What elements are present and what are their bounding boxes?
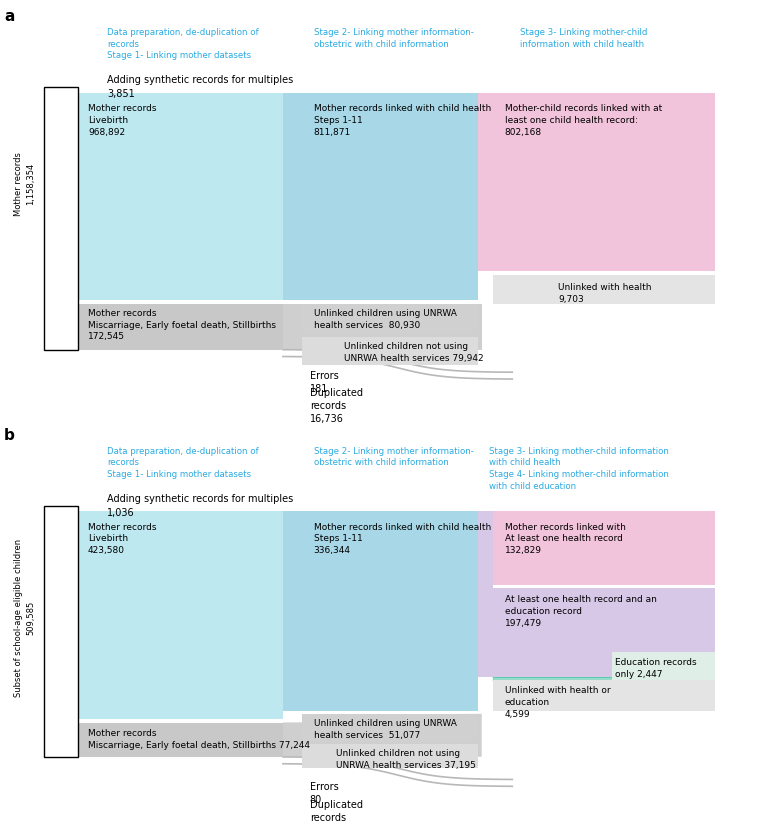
Text: Unlinked children not using
UNRWA health services 79,942: Unlinked children not using UNRWA health… — [344, 342, 484, 363]
Text: At least one health record and an
education record
197,479: At least one health record and an educat… — [505, 595, 657, 628]
Bar — [493, 275, 715, 304]
Text: Stage 2- Linking mother information-
obstetric with child information: Stage 2- Linking mother information- obs… — [314, 447, 473, 467]
Bar — [302, 511, 478, 711]
Text: Mother-child records linked with at
least one child health record:
802,168: Mother-child records linked with at leas… — [505, 104, 662, 137]
Text: Adding synthetic records for multiples
1,036: Adding synthetic records for multiples 1… — [107, 494, 293, 518]
Bar — [493, 588, 715, 677]
Text: a: a — [4, 9, 14, 24]
Polygon shape — [283, 92, 302, 300]
Bar — [612, 652, 715, 680]
Polygon shape — [478, 92, 493, 271]
Text: Mother records linked with child health
Steps 1-11
811,871: Mother records linked with child health … — [314, 104, 491, 137]
Text: Unlinked with health
9,703: Unlinked with health 9,703 — [558, 283, 651, 304]
Text: Duplicated
records
8,681: Duplicated records 8,681 — [310, 800, 363, 824]
Bar — [493, 511, 715, 586]
Text: Mother records
Livebirth
423,580: Mother records Livebirth 423,580 — [88, 522, 157, 555]
Bar — [302, 92, 478, 300]
Polygon shape — [478, 511, 493, 677]
Text: Stage 2- Linking mother information-
obstetric with child information: Stage 2- Linking mother information- obs… — [314, 28, 473, 49]
Text: Data preparation, de-duplication of
records
Stage 1- Linking mother datasets: Data preparation, de-duplication of reco… — [107, 28, 259, 60]
Text: Mother records linked with child health
Steps 1-11
336,344: Mother records linked with child health … — [314, 522, 491, 555]
Text: Mother records linked with
At least one health record
132,829: Mother records linked with At least one … — [505, 522, 626, 555]
Text: Mother records
Livebirth
968,892: Mother records Livebirth 968,892 — [88, 104, 157, 137]
Text: Education records
only 2,447: Education records only 2,447 — [615, 658, 697, 679]
Text: Unlinked children using UNRWA
health services  80,930: Unlinked children using UNRWA health ser… — [314, 309, 456, 330]
Text: Adding synthetic records for multiples
3,851: Adding synthetic records for multiples 3… — [107, 76, 293, 100]
Text: Unlinked children using UNRWA
health services  51,077: Unlinked children using UNRWA health ser… — [314, 719, 456, 739]
Text: Stage 3- Linking mother-child
information with child health: Stage 3- Linking mother-child informatio… — [520, 28, 647, 49]
Bar — [302, 744, 478, 768]
Bar — [302, 714, 478, 742]
Bar — [76, 92, 283, 300]
Bar — [493, 680, 715, 711]
Bar — [76, 304, 283, 349]
Bar — [493, 92, 715, 271]
Polygon shape — [283, 304, 482, 349]
Text: Duplicated
records
16,736: Duplicated records 16,736 — [310, 387, 363, 424]
Text: Mother records
Miscarriage, Early foetal death, Stillbirths
172,545: Mother records Miscarriage, Early foetal… — [88, 309, 276, 341]
Bar — [76, 511, 283, 719]
Polygon shape — [283, 714, 482, 756]
Text: Errors
80: Errors 80 — [310, 781, 339, 805]
Text: b: b — [4, 428, 15, 442]
Text: Unlinked children not using
UNRWA health services 37,195: Unlinked children not using UNRWA health… — [336, 749, 477, 770]
Bar — [302, 304, 478, 335]
Bar — [302, 337, 478, 365]
Bar — [76, 723, 283, 756]
Text: Stage 3- Linking mother-child information
with child health
Stage 4- Linking mot: Stage 3- Linking mother-child informatio… — [489, 447, 669, 491]
Text: Subset of school-age eligible children
509,585: Subset of school-age eligible children 5… — [14, 539, 35, 697]
Bar — [44, 87, 78, 349]
Text: Unlinked with health or
education
4,599: Unlinked with health or education 4,599 — [505, 686, 610, 719]
Bar — [44, 506, 78, 756]
Text: Mother records
1,158,354: Mother records 1,158,354 — [14, 152, 35, 216]
Text: Errors
181: Errors 181 — [310, 371, 339, 395]
Text: Mother records
Miscarriage, Early foetal death, Stillbirths 77,244: Mother records Miscarriage, Early foetal… — [88, 729, 310, 750]
Text: Data preparation, de-duplication of
records
Stage 1- Linking mother datasets: Data preparation, de-duplication of reco… — [107, 447, 259, 480]
Polygon shape — [283, 511, 302, 711]
